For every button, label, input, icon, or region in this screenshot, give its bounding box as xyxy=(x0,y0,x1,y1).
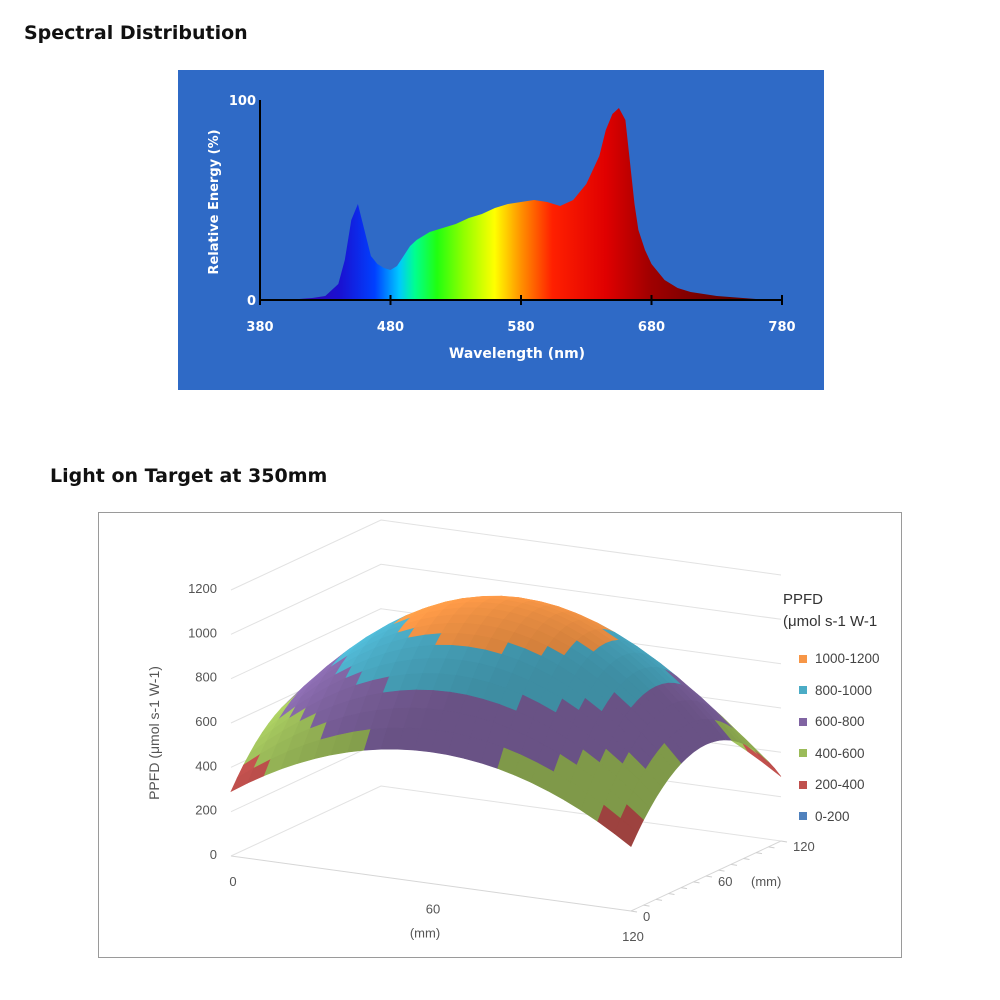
y-axis-title: Relative Energy (%) xyxy=(207,129,222,274)
ppfd-surface-chart: 0 200 400 600 800 1000 1200 0 60 120 (mm) 0 60 120 (mm… xyxy=(146,519,815,944)
z-tick-label: 200 xyxy=(195,803,217,818)
legend-list: 1000-1200 800-1000 600-800 400-600 200-400 0-… xyxy=(783,643,898,832)
legend-item: 600-800 xyxy=(783,706,898,738)
legend-swatch xyxy=(799,686,807,695)
z-tick-label: 400 xyxy=(195,758,217,773)
depth-tick-mark xyxy=(630,910,638,913)
legend-label: 1000-1200 xyxy=(815,651,880,667)
x-tick-label: 120 xyxy=(622,929,644,944)
surface-cell xyxy=(613,818,638,847)
depth-tick-mark xyxy=(655,898,663,901)
y-tick-label: 100 xyxy=(229,94,256,109)
depth-tick-mark xyxy=(755,852,763,855)
z-tick-label: 1000 xyxy=(188,625,217,640)
depth-tick-label: 0 xyxy=(643,909,650,924)
depth-tick-mark xyxy=(730,863,738,866)
z-gridline xyxy=(230,785,782,857)
ppfd-legend: PPFD (μmol s-1 W-1 1000-1200 800-1000 600-… xyxy=(783,589,898,832)
z-axis-title: PPFD (μmol s-1 W-1) xyxy=(146,666,162,800)
depth-tick-mark xyxy=(768,846,775,849)
floor-edge xyxy=(230,855,632,912)
depth-tick-label: 120 xyxy=(793,839,815,854)
depth-axis-title: (mm) xyxy=(751,874,781,889)
depth-tick-mark xyxy=(743,858,750,860)
legend-swatch xyxy=(799,749,807,758)
legend-item: 1000-1200 xyxy=(783,643,898,675)
legend-swatch xyxy=(799,780,807,789)
x-tick-label: 680 xyxy=(638,320,665,335)
z-tick-label: 600 xyxy=(195,714,217,729)
depth-tick-mark xyxy=(718,869,725,872)
y-tick-label: 0 xyxy=(247,294,256,309)
x-tick-label: 0 xyxy=(229,874,236,889)
legend-label: 200-400 xyxy=(815,777,865,793)
light-on-target-heading: Light on Target at 350mm xyxy=(50,465,328,487)
spectral-chart-panel: 380 480 580 680 780 0 100 Wavelength (nm) Relati… xyxy=(178,70,824,390)
depth-tick-mark xyxy=(643,904,650,907)
depth-tick-mark xyxy=(668,893,675,895)
x-tick-label: 780 xyxy=(768,320,795,335)
depth-tick-mark xyxy=(693,881,700,884)
z-tick-label: 800 xyxy=(195,670,217,685)
ppfd-chart-panel: 0 200 400 600 800 1000 1200 0 60 120 (mm) 0 60 120 (mm… xyxy=(98,512,902,958)
x-axis-title: (mm) xyxy=(410,926,440,941)
legend-title: PPFD (μmol s-1 W-1 xyxy=(783,591,878,630)
spectral-distribution-heading: Spectral Distribution xyxy=(24,22,248,44)
legend-label: 600-800 xyxy=(815,714,865,730)
x-tick-label: 380 xyxy=(246,320,273,335)
x-tick-label: 580 xyxy=(507,320,534,335)
legend-item: 400-600 xyxy=(783,738,898,770)
legend-label: 400-600 xyxy=(815,745,865,761)
x-tick-label: 60 xyxy=(426,902,440,917)
legend-swatch xyxy=(799,812,807,821)
x-tick-label: 480 xyxy=(377,320,404,335)
legend-label: 0-200 xyxy=(815,808,850,824)
depth-tick-mark xyxy=(680,887,688,890)
z-gridline xyxy=(230,608,782,680)
legend-swatch xyxy=(799,717,807,726)
x-axis-title: Wavelength (nm) xyxy=(449,346,585,362)
z-tick-label: 0 xyxy=(210,847,217,862)
spectral-chart: 380 480 580 680 780 0 100 Wavelength (nm) Relati… xyxy=(207,94,796,362)
legend-item: 0-200 xyxy=(783,801,898,833)
legend-label: 800-1000 xyxy=(815,682,873,698)
depth-tick-mark xyxy=(705,875,713,878)
z-gridline xyxy=(230,563,782,635)
legend-item: 200-400 xyxy=(783,769,898,801)
z-tick-label: 1200 xyxy=(188,581,217,596)
legend-item: 800-1000 xyxy=(783,675,898,707)
spectrum-area xyxy=(299,108,782,300)
legend-swatch xyxy=(799,654,807,663)
depth-tick-mark xyxy=(780,840,788,843)
z-gridline xyxy=(230,519,782,591)
depth-tick-label: 60 xyxy=(718,874,732,889)
